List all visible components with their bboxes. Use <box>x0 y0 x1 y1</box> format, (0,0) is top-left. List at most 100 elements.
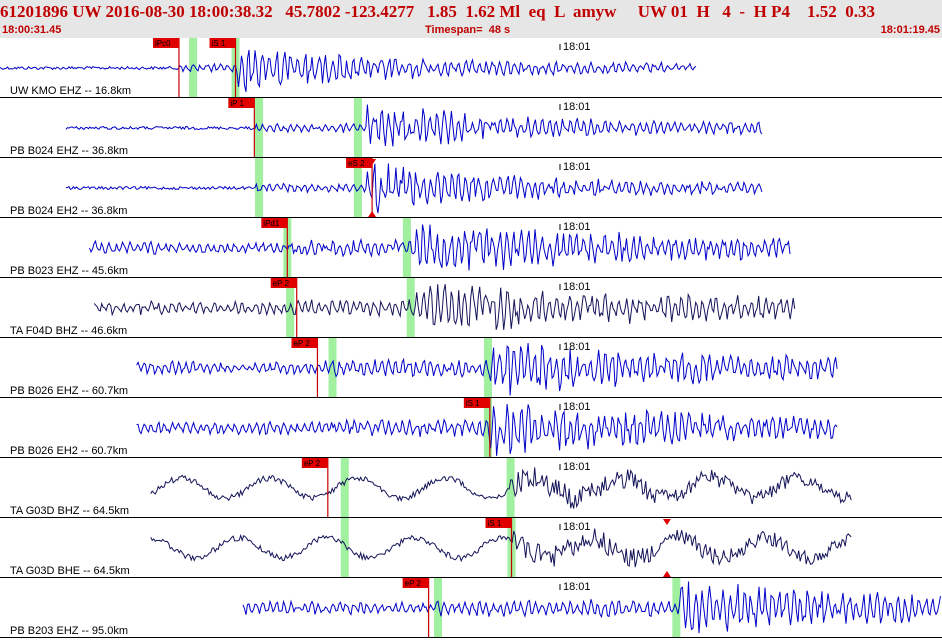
trace-row[interactable]: 18:01 iPd1 PB B023 EHZ -- 45.6km <box>0 218 942 278</box>
station-label: TA F04D BHZ -- 46.6km <box>10 325 127 337</box>
phase-band <box>255 158 264 218</box>
event-network: UW <box>72 2 102 21</box>
phase-band <box>255 98 264 158</box>
triangle-marker <box>368 159 377 165</box>
station-label: PB B026 EH2 -- 60.7km <box>10 445 127 457</box>
time-marker-label: 18:01 <box>563 221 591 233</box>
waveform <box>150 528 852 568</box>
trace-row[interactable]: 18:01 iP 1 PB B024 EHZ -- 36.8km <box>0 98 942 158</box>
phase-band <box>434 578 443 638</box>
pick-label: iS 1 <box>466 399 480 408</box>
waveform <box>136 403 838 456</box>
magnitude-type: Ml <box>499 2 521 21</box>
triangle-marker <box>368 211 377 217</box>
timespan: Timespan= 48 s <box>425 24 510 36</box>
pick-label: iP 1 <box>230 99 244 108</box>
waveform <box>242 581 941 634</box>
value-2: 0.33 <box>845 2 875 21</box>
pick-tag <box>228 98 255 108</box>
pick-tag <box>209 38 236 48</box>
time-marker-label: 18:01 <box>563 101 591 113</box>
event-author: amyw <box>573 2 617 21</box>
waveform <box>65 104 763 147</box>
time-marker-label: 18:01 <box>563 281 591 293</box>
time-marker-label: 18:01 <box>563 581 591 593</box>
phase-band <box>506 458 515 518</box>
pick-label: eP 2 <box>304 459 321 468</box>
triangle-marker <box>662 571 671 577</box>
trace-row[interactable]: 18:01 eP 2 PB B203 EHZ -- 95.0km <box>0 578 942 638</box>
pick-tag <box>261 218 288 228</box>
event-longitude: -123.4277 <box>344 2 415 21</box>
start-time: 18:00:31.45 <box>2 24 62 36</box>
phase-band <box>353 158 362 218</box>
trace-row[interactable]: 18:01 eP 2 TA G03D BHZ -- 64.5km <box>0 458 942 518</box>
station-label: UW KMO EHZ -- 16.8km <box>10 85 131 97</box>
pick-label: iPc0 <box>155 39 171 48</box>
pick-label: iPd1 <box>263 219 280 228</box>
time-marker-label: 18:01 <box>563 521 591 533</box>
event-magnitude: 1.62 <box>465 2 496 21</box>
pick-tag <box>301 458 328 468</box>
time-marker-label: 18:01 <box>563 461 591 473</box>
station-label: PB B203 EHZ -- 95.0km <box>10 625 128 637</box>
pick-label: iS 1 <box>212 39 226 48</box>
phase-band <box>353 98 362 158</box>
event-header: 61201896 UW 2016-08-30 18:00:38.32 45.78… <box>0 0 942 38</box>
station-label: PB B024 EHZ -- 36.8km <box>10 145 128 157</box>
station-label: TA G03D BHE -- 64.5km <box>10 565 130 577</box>
pick-label: iS 1 <box>488 519 502 528</box>
seismogram-panel[interactable]: 18:01 iPc0 iS 1 UW KMO EHZ -- 16.8km 18:01 iP… <box>0 38 942 640</box>
station-label: PB B026 EHZ -- 60.7km <box>10 385 128 397</box>
time-marker-label: 18:01 <box>563 401 591 413</box>
phase-band <box>328 338 337 398</box>
phase-band <box>286 278 295 338</box>
event-depth: 1.85 <box>427 2 457 21</box>
h-label: H <box>696 2 710 21</box>
phase-band <box>340 458 349 518</box>
trace-row[interactable]: 18:01 eS 2 PB B024 EH2 -- 36.8km <box>0 158 942 218</box>
time-marker-label: 18:01 <box>563 161 591 173</box>
event-datetime: 2016-08-30 18:00:38.32 <box>105 2 273 21</box>
pick-tag <box>485 518 512 528</box>
waveform <box>65 163 763 214</box>
event-quality: UW 01 <box>637 2 688 21</box>
time-marker-label: 18:01 <box>563 341 591 353</box>
waveform <box>150 467 852 509</box>
pick-tag <box>291 338 318 348</box>
waveform <box>0 49 697 93</box>
phase-band <box>340 518 349 578</box>
value-1: 1.52 <box>806 2 837 21</box>
station-label: PB B023 EHZ -- 45.6km <box>10 265 128 277</box>
event-latitude: 45.7802 <box>285 2 341 21</box>
waveform <box>136 343 838 396</box>
event-id: 61201896 <box>0 2 68 21</box>
time-marker-label: 18:01 <box>563 41 591 53</box>
trace-row[interactable]: 18:01 eP 2 PB B026 EHZ -- 60.7km <box>0 338 942 398</box>
event-flag: L <box>554 2 565 21</box>
dash: - <box>739 2 746 21</box>
pick-label: eP 2 <box>293 339 310 348</box>
triangle-marker <box>662 519 671 525</box>
waveform <box>93 284 796 330</box>
station-label: TA G03D BHZ -- 64.5km <box>10 505 129 517</box>
station-label: PB B024 EH2 -- 36.8km <box>10 205 127 217</box>
timespan-label: Timespan= <box>425 24 483 36</box>
pick-label: eP 2 <box>405 579 422 588</box>
pick-label: eS 2 <box>348 159 365 168</box>
trace-row[interactable]: 18:01 iS 1 TA G03D BHE -- 64.5km <box>0 518 942 578</box>
pick-tag <box>402 578 429 588</box>
trace-row[interactable]: 18:01 iS 1 PB B026 EH2 -- 60.7km <box>0 398 942 458</box>
event-summary-line: 61201896 UW 2016-08-30 18:00:38.32 45.78… <box>0 2 942 22</box>
trace-row[interactable]: 18:01 eP 2 TA F04D BHZ -- 46.6km <box>0 278 942 338</box>
pick-label: eP 2 <box>273 279 290 288</box>
count: 4 <box>722 2 731 21</box>
phase-band <box>402 218 411 278</box>
trace-row[interactable]: 18:01 iPc0 iS 1 UW KMO EHZ -- 16.8km <box>0 38 942 98</box>
pick-tag <box>346 158 373 168</box>
h-p4: H P4 <box>753 2 790 21</box>
pick-tag <box>463 398 490 408</box>
end-time: 18:01:19.45 <box>880 24 940 36</box>
waveform <box>89 224 791 271</box>
pick-tag <box>152 38 179 48</box>
